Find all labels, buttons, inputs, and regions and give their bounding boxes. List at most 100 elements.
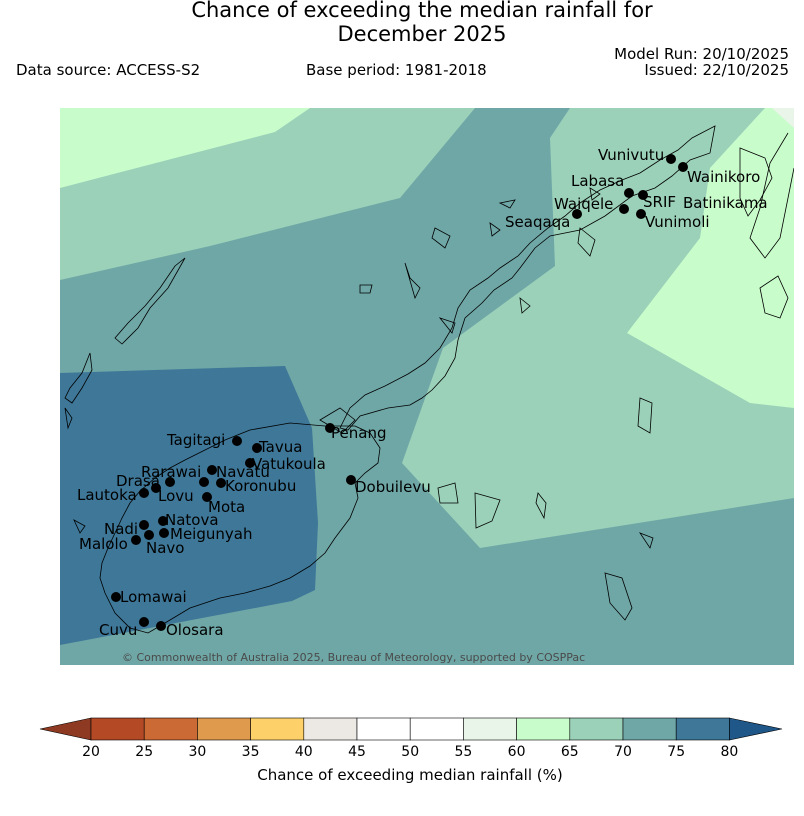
station-marker xyxy=(624,188,634,198)
zone-65-70-east xyxy=(402,108,794,548)
colorbar-tick-label: 40 xyxy=(295,744,313,760)
station-label: SRIF xyxy=(643,193,676,211)
colorbar-tick-label: 60 xyxy=(508,744,526,760)
colorbar-label: Chance of exceeding median rainfall (%) xyxy=(257,766,563,784)
station-marker xyxy=(151,483,161,493)
station-marker xyxy=(111,592,121,602)
station-marker xyxy=(216,478,226,488)
station-markers xyxy=(111,154,688,631)
station-label: Lautoka xyxy=(77,486,137,504)
colorbar-tick-label: 65 xyxy=(561,744,579,760)
colorbar-cell xyxy=(90,717,145,741)
station-marker xyxy=(245,458,255,468)
station-marker xyxy=(678,162,688,172)
colorbar-cell xyxy=(143,717,198,741)
station-marker xyxy=(156,621,166,631)
station-marker xyxy=(202,492,212,502)
station-label: Waiqele xyxy=(554,195,613,213)
colorbar-tick-label: 55 xyxy=(454,744,472,760)
colorbar-cell xyxy=(409,717,464,741)
model-run: Model Run: 20/10/2025 xyxy=(614,45,789,63)
colorbar-cell xyxy=(303,717,358,741)
colorbar-tick-label: 35 xyxy=(242,744,260,760)
station-label: Rarawai xyxy=(141,463,201,481)
colorbar-cells xyxy=(39,717,783,741)
colorbar-tick-label: 50 xyxy=(401,744,419,760)
zone-75-80-west xyxy=(60,366,318,645)
copyright-notice: © Commonwealth of Australia 2025, Bureau… xyxy=(122,651,585,664)
station-label: Cuvu xyxy=(99,621,137,639)
station-marker xyxy=(638,190,648,200)
colorbar-tick-label: 75 xyxy=(667,744,685,760)
rainfall-map: Vunivutu Wainikoro Labasa Waiqele SRIF B… xyxy=(60,108,794,665)
colorbar-cell xyxy=(516,717,571,741)
station-label: Vatukoula xyxy=(252,455,326,473)
colorbar-cell xyxy=(569,717,624,741)
colorbar-tick-label: 20 xyxy=(82,744,100,760)
station-marker xyxy=(144,530,154,540)
station-marker xyxy=(207,465,217,475)
station-marker xyxy=(325,423,335,433)
station-label: Labasa xyxy=(571,172,624,190)
station-label: Navo xyxy=(146,539,184,557)
colorbar-tick-label: 70 xyxy=(614,744,632,760)
station-marker xyxy=(619,204,629,214)
station-marker xyxy=(165,477,175,487)
colorbar-under-arrow xyxy=(39,717,92,741)
station-label: Olosara xyxy=(166,621,224,639)
station-label: Navatu xyxy=(216,463,270,481)
colorbar-over-arrow xyxy=(729,717,783,741)
station-label: Lovu xyxy=(158,487,194,505)
station-label: Lomawai xyxy=(120,588,187,606)
zone-60-65-northwest xyxy=(60,108,310,188)
station-label: Penang xyxy=(331,424,386,442)
colorbar-tick-label: 30 xyxy=(188,744,206,760)
station-label: Mota xyxy=(208,498,245,516)
station-marker xyxy=(636,209,646,219)
station-label: Nadi xyxy=(104,520,138,538)
colorbar-cell xyxy=(675,717,730,741)
station-label: Drasa xyxy=(116,472,160,490)
station-marker xyxy=(666,154,676,164)
title-line-1: Chance of exceeding the median rainfall … xyxy=(191,0,653,22)
zone-55-60-corner xyxy=(772,108,794,128)
station-label: Vunivutu xyxy=(598,146,664,164)
colorbar-cell xyxy=(356,717,411,741)
colorbar-cell xyxy=(463,717,517,741)
station-label: Batinikama xyxy=(683,194,768,212)
station-label: Vunimoli xyxy=(645,213,710,231)
station-label: Wainikoro xyxy=(687,168,760,186)
station-marker xyxy=(159,528,169,538)
issued-date: Issued: 22/10/2025 xyxy=(644,61,789,79)
station-label: Tagitagi xyxy=(166,431,225,449)
station-marker xyxy=(131,535,141,545)
colorbar-tick-label: 25 xyxy=(135,744,153,760)
colorbar-ticks: 20 25 30 35 40 45 50 55 60 65 70 75 80 xyxy=(82,744,738,760)
data-source: Data source: ACCESS-S2 xyxy=(16,61,201,79)
zone-60-65-east xyxy=(627,108,794,408)
colorbar: 20 25 30 35 40 45 50 55 60 65 70 75 80 xyxy=(39,717,783,760)
station-marker xyxy=(232,436,242,446)
station-label: Malolo xyxy=(79,535,128,553)
station-marker xyxy=(346,475,356,485)
station-label: Koronubu xyxy=(225,477,296,495)
station-label: Tavua xyxy=(258,438,302,456)
station-label: Natova xyxy=(165,511,219,529)
station-marker xyxy=(252,443,262,453)
station-marker xyxy=(199,477,209,487)
map-title: Chance of exceeding the median rainfall … xyxy=(0,0,804,46)
base-period: Base period: 1981-2018 xyxy=(306,61,487,79)
station-label: Seaqaqa xyxy=(505,213,570,231)
colorbar-cell xyxy=(197,717,251,741)
title-line-2: December 2025 xyxy=(337,22,507,46)
colorbar-tick-label: 45 xyxy=(348,744,366,760)
station-marker xyxy=(139,488,149,498)
colorbar-tick-label: 80 xyxy=(720,744,738,760)
colorbar-cell xyxy=(250,717,305,741)
station-label: Meigunyah xyxy=(170,525,252,543)
station-label: Dobuilevu xyxy=(355,478,431,496)
colorbar-cell xyxy=(622,717,677,741)
station-marker xyxy=(139,617,149,627)
station-labels: Vunivutu Wainikoro Labasa Waiqele SRIF B… xyxy=(77,146,768,639)
station-marker xyxy=(139,520,149,530)
